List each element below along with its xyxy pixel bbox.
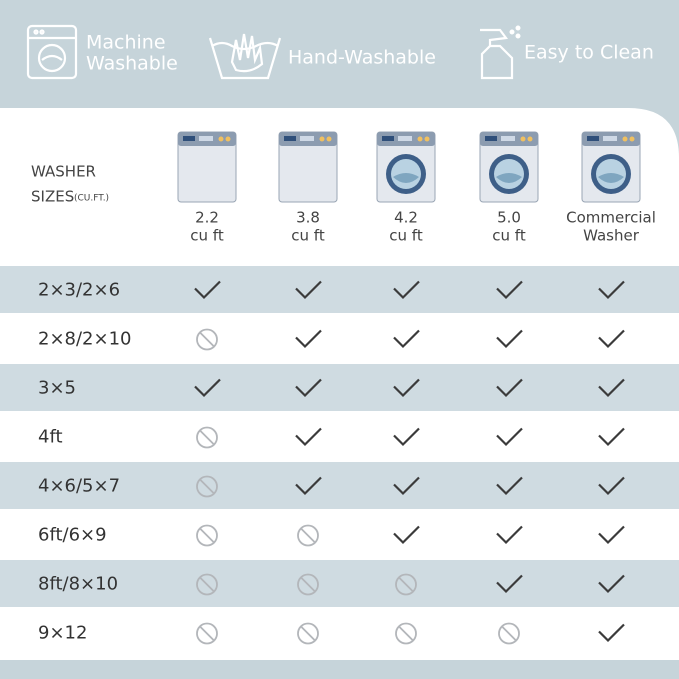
no-mark <box>196 622 218 645</box>
check-mark <box>295 280 322 300</box>
check-mark <box>496 427 523 447</box>
row-label: 4ft <box>38 427 63 448</box>
check-mark <box>194 280 221 300</box>
no-slash <box>398 576 414 593</box>
column-label: 4.2 <box>394 209 418 227</box>
row-band <box>0 560 679 607</box>
corner-title: WASHER <box>31 163 96 181</box>
column-label: 2.2 <box>195 209 219 227</box>
check-mark <box>598 525 625 545</box>
no-mark <box>498 622 520 645</box>
row-label: 4×6/5×7 <box>38 476 120 497</box>
column-label: cu ft <box>291 227 325 245</box>
no-circle <box>297 622 319 645</box>
no-circle <box>196 328 218 351</box>
badge-text: Easy to Clean <box>524 42 654 64</box>
spray-icon <box>480 25 521 80</box>
rows: 2×3/2×6 2×8/2×10 3×5 4ft 4×6/5×7 6ft/6×9 8ft/8… <box>0 266 679 645</box>
no-circle <box>196 573 218 596</box>
no-mark <box>196 328 218 351</box>
column-label: cu ft <box>492 227 526 245</box>
row-band <box>0 364 679 411</box>
no-slash <box>199 478 215 495</box>
no-circle <box>395 573 417 596</box>
no-circle <box>498 622 520 645</box>
badge-text: Washable <box>86 53 178 75</box>
no-circle <box>196 622 218 645</box>
no-slash <box>300 576 316 593</box>
check-mark <box>598 623 625 643</box>
no-circle <box>297 524 319 547</box>
no-mark <box>196 475 218 498</box>
corner-title: SIZES <box>31 188 74 206</box>
no-circle <box>196 524 218 547</box>
no-circle <box>297 573 319 596</box>
no-slash <box>300 625 316 642</box>
no-slash <box>398 625 414 642</box>
check-mark <box>496 574 523 594</box>
column-label: Washer <box>583 227 640 245</box>
no-slash <box>199 625 215 642</box>
column-label: 5.0 <box>497 209 521 227</box>
no-mark <box>196 426 218 449</box>
check-mark <box>295 329 322 349</box>
check-mark <box>598 378 625 398</box>
no-mark <box>297 524 319 547</box>
hand-wash-icon <box>208 33 282 80</box>
row-label: 3×5 <box>38 378 76 399</box>
no-slash <box>300 527 316 544</box>
no-slash <box>199 527 215 544</box>
row-label: 9×12 <box>38 623 87 644</box>
no-slash <box>501 625 517 642</box>
column-label: Commercial <box>566 209 656 227</box>
no-mark <box>196 524 218 547</box>
check-mark <box>496 378 523 398</box>
no-slash <box>199 429 215 446</box>
check-mark <box>295 427 322 447</box>
check-mark <box>496 329 523 349</box>
row-label: 6ft/6×9 <box>38 525 107 546</box>
badge-text: Hand-Washable <box>288 47 436 69</box>
row-label: 2×3/2×6 <box>38 280 120 301</box>
check-mark <box>598 280 625 300</box>
check-mark <box>295 476 322 496</box>
check-mark <box>496 476 523 496</box>
no-mark <box>297 573 319 596</box>
check-mark <box>598 427 625 447</box>
check-mark <box>295 378 322 398</box>
no-circle <box>196 426 218 449</box>
no-slash <box>199 576 215 593</box>
no-mark <box>297 622 319 645</box>
check-mark <box>393 476 420 496</box>
check-mark <box>393 378 420 398</box>
machine-icon <box>26 24 78 80</box>
check-mark <box>598 574 625 594</box>
no-mark <box>395 573 417 596</box>
check-mark <box>598 476 625 496</box>
check-mark <box>393 427 420 447</box>
no-circle <box>395 622 417 645</box>
no-mark <box>196 573 218 596</box>
check-mark <box>598 329 625 349</box>
no-mark <box>395 622 417 645</box>
no-slash <box>199 331 215 348</box>
badge-text: Machine <box>86 32 166 54</box>
no-circle <box>196 475 218 498</box>
check-mark <box>496 280 523 300</box>
check-mark <box>393 329 420 349</box>
row-label: 8ft/8×10 <box>38 574 118 595</box>
check-mark <box>496 525 523 545</box>
row-band <box>0 266 679 313</box>
check-mark <box>393 280 420 300</box>
row-label: 2×8/2×10 <box>38 329 132 350</box>
column-label: 3.8 <box>296 209 320 227</box>
row-band <box>0 462 679 509</box>
corner-unit: (CU.FT.) <box>74 194 109 204</box>
check-mark <box>194 378 221 398</box>
check-mark <box>393 525 420 545</box>
column-label: cu ft <box>190 227 224 245</box>
column-label: cu ft <box>389 227 423 245</box>
